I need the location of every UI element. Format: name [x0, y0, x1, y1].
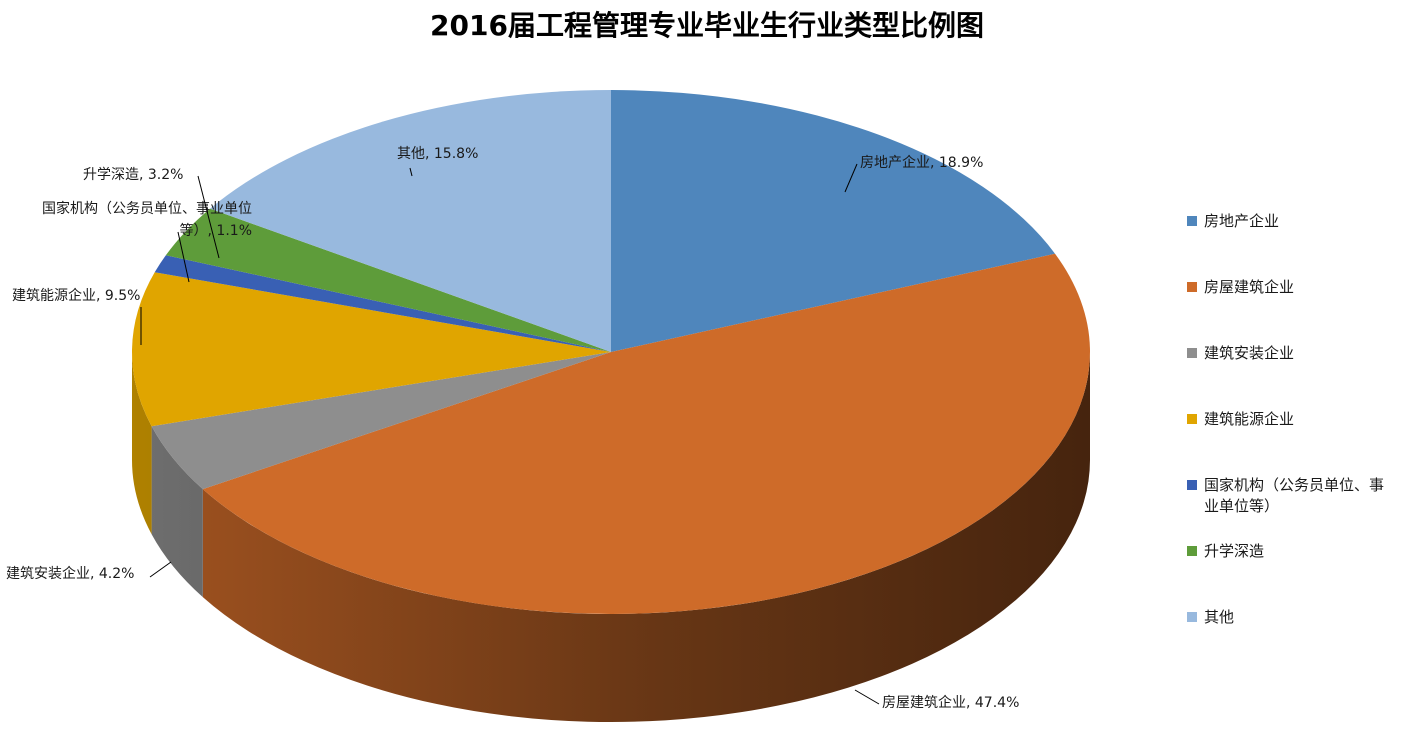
slice-6[interactable]: [210, 90, 611, 352]
slice-2[interactable]: [151, 352, 611, 490]
slice-3-side-wall: [132, 352, 152, 535]
slice-1-side-wall: [202, 352, 1091, 723]
slice-3-data-label: 建筑能源企业, 9.5%: [12, 287, 140, 304]
slice-0-data-label: 房地产企业, 18.9%: [860, 154, 983, 171]
slice-4-legend-swatch: [1187, 480, 1197, 490]
pie-side-walls: [132, 352, 1091, 723]
slice-4-legend-label: 国家机构（公务员单位、事: [1204, 476, 1384, 494]
slice-3-legend-label: 建筑能源企业: [1204, 410, 1294, 428]
slice-4-data-label: 等）, 1.1%: [180, 222, 252, 239]
slice-3-legend-swatch: [1187, 414, 1197, 424]
slice-0-legend-label: 房地产企业: [1204, 212, 1279, 230]
slice-5-legend-swatch: [1187, 546, 1197, 556]
slice-0-leader-line: [844, 163, 858, 193]
slice-1[interactable]: [202, 253, 1091, 615]
slice-5-legend-label: 升学深造: [1204, 542, 1264, 560]
slice-0-legend-swatch: [1187, 216, 1197, 226]
slice-2-side-wall: [151, 426, 203, 598]
data-labels: 房地产企业, 18.9% 房屋建筑企业, 47.4% 建筑安装企业, 4.2% 建筑能…: [6, 146, 1019, 711]
slice-1-leader-line: [854, 689, 880, 705]
slice-3[interactable]: [132, 272, 611, 427]
slice-4-data-label: 国家机构（公务员单位、事业单位: [42, 200, 252, 217]
slice-5-leader-line: [197, 175, 220, 259]
slice-6-legend-swatch: [1187, 612, 1197, 622]
slice-4-leader-line: [177, 231, 190, 283]
slice-1-legend-label: 房屋建筑企业: [1204, 278, 1294, 296]
slice-0[interactable]: [611, 90, 1056, 352]
slice-6-data-label: 其他, 15.8%: [397, 146, 478, 162]
slice-1-data-label: 房屋建筑企业, 47.4%: [882, 694, 1019, 711]
slice-4[interactable]: [154, 255, 611, 352]
legend: 房地产企业房屋建筑企业建筑安装企业建筑能源企业国家机构（公务员单位、事业单位等）…: [1187, 212, 1384, 626]
chart-title: 2016届工程管理专业毕业生行业类型比例图: [430, 9, 984, 42]
slice-4-legend-label: 业单位等）: [1204, 497, 1279, 515]
slice-2-data-label: 建筑安装企业, 4.2%: [6, 565, 134, 582]
slice-5[interactable]: [165, 208, 612, 352]
slice-2-legend-swatch: [1187, 348, 1197, 358]
slice-1-legend-swatch: [1187, 282, 1197, 292]
pie-slices: [132, 90, 1091, 615]
slice-2-legend-label: 建筑安装企业: [1204, 344, 1294, 362]
slice-6-leader-line: [409, 167, 413, 177]
slice-2-leader-line: [149, 561, 172, 578]
slice-5-data-label: 升学深造, 3.2%: [83, 167, 183, 183]
slice-6-legend-label: 其他: [1204, 608, 1234, 626]
